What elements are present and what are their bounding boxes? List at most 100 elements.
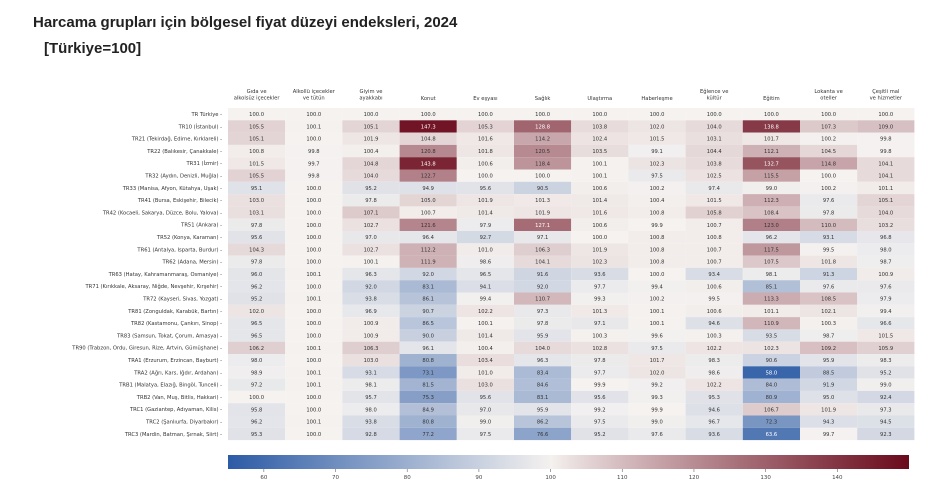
heatmap-cell (228, 354, 286, 367)
cell-value: 95.9 (823, 358, 835, 364)
heatmap-cell (285, 144, 343, 158)
heatmap-cell (285, 403, 343, 416)
cell-value: 95.8 (251, 407, 263, 413)
colorbar-tick-label: 140 (832, 475, 843, 481)
cell-value: 105.0 (421, 198, 436, 204)
heatmap-cell (228, 120, 286, 133)
cell-value: 88.5 (823, 370, 835, 376)
cell-value: 97.1 (594, 321, 606, 327)
cell-value: 98.3 (708, 358, 720, 364)
heatmap-cell (456, 317, 514, 330)
heatmap-cell (742, 427, 800, 441)
heatmap-cell (399, 317, 457, 330)
cell-value: 97.8 (594, 358, 606, 364)
heatmap-cell (857, 280, 915, 293)
heatmap-cell (571, 378, 629, 391)
column-label: Sağlık (535, 95, 551, 102)
row-label: TRA1 (Erzurum, Erzincan, Bayburt) - (127, 358, 222, 364)
heatmap-cell (228, 218, 286, 231)
heatmap-cell (514, 292, 572, 305)
heatmap-cell (285, 206, 343, 219)
heatmap-cell (685, 267, 743, 281)
cell-value: 123.0 (764, 223, 779, 229)
heatmap-cell (571, 255, 629, 268)
heatmap-cell (857, 144, 915, 158)
heatmap-cell (800, 304, 858, 318)
heatmap-cell (628, 243, 686, 256)
cell-value: 96.9 (365, 309, 377, 315)
cell-value: 97.3 (537, 309, 549, 315)
cell-value: 99.8 (308, 149, 320, 155)
cell-value: 102.8 (592, 346, 607, 352)
heatmap-cell (857, 341, 915, 354)
row-label: TR10 (İstanbul) - (178, 123, 222, 130)
cell-value: 101.5 (707, 198, 722, 204)
cell-value: 100.0 (249, 395, 264, 401)
heatmap-cell (285, 304, 343, 318)
cell-value: 100.0 (306, 284, 321, 290)
heatmap-cell (285, 157, 343, 170)
heatmap-cell (399, 378, 457, 391)
cell-value: 104.8 (364, 161, 379, 167)
cell-value: 99.1 (651, 149, 663, 155)
heatmap-cell (857, 329, 915, 342)
cell-value: 100.0 (306, 260, 321, 266)
heatmap-cell (399, 157, 457, 170)
heatmap-cell (228, 427, 286, 441)
heatmap-cell (342, 132, 400, 145)
heatmap-cell (399, 341, 457, 354)
heatmap-cell (342, 267, 400, 281)
cell-value: 100.6 (707, 309, 722, 315)
cell-value: 96.5 (251, 333, 263, 339)
heatmap-cell (628, 341, 686, 354)
cell-value: 102.3 (592, 260, 607, 266)
cell-value: 98.0 (251, 358, 263, 364)
cell-value: 99.5 (823, 247, 835, 253)
cell-value: 97.6 (823, 284, 835, 290)
heatmap-cell (628, 354, 686, 367)
cell-value: 93.8 (365, 297, 377, 303)
colorbar-tick-label: 80 (404, 475, 411, 481)
cell-value: 99.4 (480, 297, 492, 303)
colorbar-tick-label: 70 (332, 475, 339, 481)
heatmap-cell (685, 341, 743, 354)
heatmap-cell (456, 132, 514, 145)
cell-value: 104.1 (878, 174, 893, 180)
heatmap-cell (742, 378, 800, 391)
row-label: TR52 (Konya, Karaman) - (156, 235, 222, 241)
heatmap-cell (742, 231, 800, 244)
heatmap-cell (742, 206, 800, 219)
cell-value: 121.6 (421, 223, 436, 229)
cell-value: 94.6 (708, 407, 720, 413)
heatmap-cell (285, 181, 343, 195)
cell-value: 84.9 (422, 407, 434, 413)
cell-value: 112.1 (764, 149, 779, 155)
heatmap-cell (628, 280, 686, 293)
cell-value: 102.4 (592, 137, 608, 143)
heatmap-cell (456, 218, 514, 231)
cell-value: 103.0 (249, 198, 264, 204)
heatmap-cell (342, 280, 400, 293)
heatmap-cell (456, 108, 514, 121)
cell-value: 100.0 (306, 321, 321, 327)
heatmap-cell (742, 181, 800, 195)
row-label: TRA2 (Ağrı, Kars, Iğdır, Ardahan) - (133, 369, 222, 376)
heatmap-cell (628, 218, 686, 231)
colorbar-tick-label: 110 (617, 475, 628, 481)
cell-value: 92.7 (480, 235, 492, 241)
heatmap-cell (399, 231, 457, 244)
heatmap-cell (685, 378, 743, 391)
heatmap-cell (800, 403, 858, 416)
heatmap-cell (685, 218, 743, 231)
heatmap-cell (628, 267, 686, 281)
cell-value: 100.1 (592, 161, 607, 167)
heatmap-cell (285, 132, 343, 145)
cell-value: 96.2 (251, 284, 263, 290)
cell-value: 99.6 (651, 333, 663, 339)
cell-value: 100.1 (650, 309, 665, 315)
cell-value: 86.2 (537, 420, 549, 426)
cell-value: 100.8 (249, 149, 264, 155)
cell-value: 96.4 (422, 235, 434, 241)
row-label: TR63 (Hatay, Kahramanmaraş, Osmaniye) - (108, 272, 223, 278)
cell-value: 103.1 (707, 137, 722, 143)
